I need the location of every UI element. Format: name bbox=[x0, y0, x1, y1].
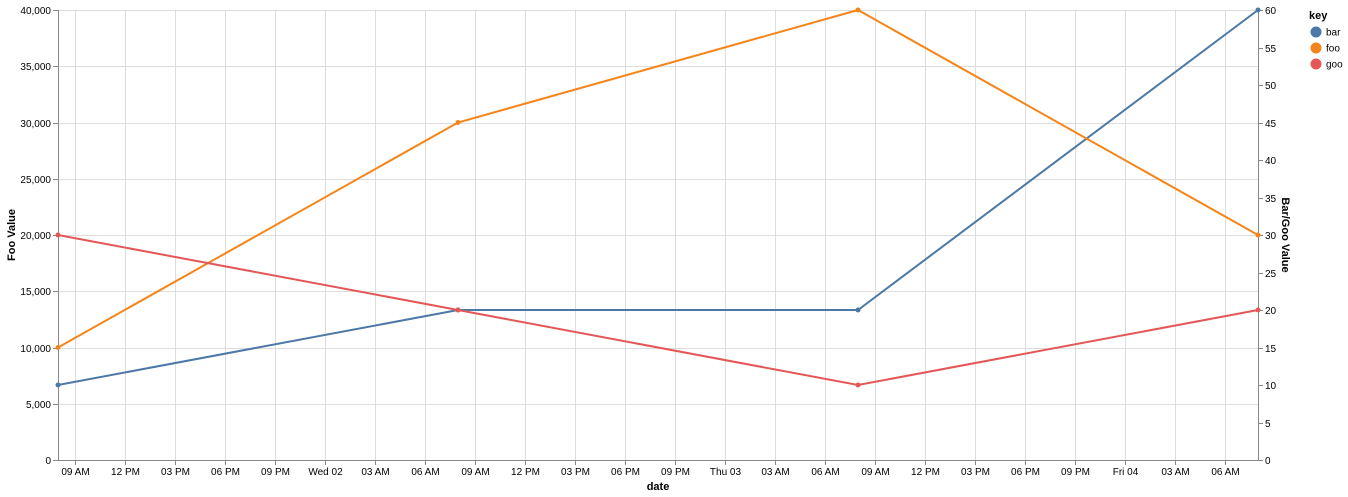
series-line-goo bbox=[57, 234, 1259, 387]
x-tick-label: 06 AM bbox=[1211, 467, 1239, 478]
data-point-foo[interactable] bbox=[455, 120, 461, 125]
left-y-tick-label: 0 bbox=[45, 456, 51, 467]
right-y-tick-label: 45 bbox=[1265, 119, 1277, 130]
left-y-tick-label: 30,000 bbox=[20, 119, 51, 130]
series-goo bbox=[55, 232, 1261, 388]
x-tick-label: Fri 04 bbox=[1113, 467, 1139, 478]
right-y-tick-label: 10 bbox=[1265, 381, 1277, 392]
right-y-tick-label: 55 bbox=[1265, 44, 1277, 55]
data-point-foo[interactable] bbox=[855, 7, 861, 13]
right-y-tick-label: 15 bbox=[1265, 344, 1277, 355]
right-y-tick-label: 50 bbox=[1265, 81, 1277, 92]
data-point-goo[interactable] bbox=[455, 307, 461, 313]
x-tick-label: 09 PM bbox=[261, 467, 290, 478]
x-tick-label: 06 AM bbox=[811, 467, 839, 478]
data-point-bar[interactable] bbox=[1255, 7, 1261, 13]
left-y-tick-label: 35,000 bbox=[20, 62, 51, 73]
data-point-foo[interactable] bbox=[1255, 232, 1261, 238]
left-y-tick-label: 15,000 bbox=[20, 287, 51, 298]
data-point-foo[interactable] bbox=[55, 345, 61, 350]
right-y-tick-label: 0 bbox=[1265, 456, 1271, 467]
x-tick-label: 12 PM bbox=[511, 467, 540, 478]
x-tick-label: 09 AM bbox=[861, 467, 889, 478]
x-tick-label: 06 PM bbox=[211, 467, 240, 478]
x-tick-label: 06 PM bbox=[611, 467, 640, 478]
data-point-goo[interactable] bbox=[855, 382, 861, 388]
legend-label-foo[interactable]: foo bbox=[1326, 44, 1340, 55]
left-y-tick-label: 5,000 bbox=[26, 400, 51, 411]
legend-title: key bbox=[1309, 10, 1328, 22]
left-y-tick-label: 10,000 bbox=[20, 344, 51, 355]
series-foo bbox=[55, 7, 1261, 350]
x-tick-label: Thu 03 bbox=[710, 467, 742, 478]
left-y-axis-title: Foo Value bbox=[6, 209, 18, 261]
legend-symbol-foo[interactable] bbox=[1310, 42, 1322, 54]
left-y-tick-label: 25,000 bbox=[20, 175, 51, 186]
left-y-axis: 0 5,000 10,000 15,000 20,000 25,000 30,000 35,0… bbox=[20, 6, 59, 467]
x-tick-label: 06 AM bbox=[411, 467, 439, 478]
data-point-bar[interactable] bbox=[855, 307, 861, 313]
legend-label-goo[interactable]: goo bbox=[1326, 60, 1343, 71]
right-y-axis-title: Bar/Goo Value bbox=[1279, 197, 1291, 272]
x-tick-label: 06 PM bbox=[1011, 467, 1040, 478]
legend: key bar foo goo bbox=[1309, 10, 1343, 71]
data-point-goo[interactable] bbox=[1255, 307, 1261, 313]
x-tick-label: 03 PM bbox=[161, 467, 190, 478]
x-axis-title: date bbox=[647, 481, 670, 493]
x-tick-label: 09 PM bbox=[661, 467, 690, 478]
series-line-foo bbox=[57, 8, 1259, 349]
x-tick-label: 09 AM bbox=[461, 467, 489, 478]
x-tick-label: 03 PM bbox=[961, 467, 990, 478]
x-tick-label: Wed 02 bbox=[308, 467, 343, 478]
legend-label-bar[interactable]: bar bbox=[1326, 28, 1341, 39]
x-axis: 09 AM 12 PM 03 PM 06 PM 09 PM Wed 02 03 AM 06 A… bbox=[58, 460, 1258, 478]
right-y-axis: 0 5 10 15 20 25 30 35 40 45 50 55 60 bbox=[1258, 6, 1277, 467]
x-tick-label: 03 PM bbox=[561, 467, 590, 478]
y-gridlines bbox=[58, 10, 1258, 461]
series-layer bbox=[55, 7, 1261, 388]
x-tick-label: 03 AM bbox=[1161, 467, 1189, 478]
series-line-bar bbox=[57, 9, 1259, 386]
x-tick-label: 03 AM bbox=[361, 467, 389, 478]
series-bar bbox=[55, 7, 1261, 388]
right-y-tick-label: 5 bbox=[1265, 419, 1271, 430]
x-tick-label: 12 PM bbox=[911, 467, 940, 478]
data-point-bar[interactable] bbox=[55, 382, 61, 388]
x-tick-label: 09 PM bbox=[1061, 467, 1090, 478]
right-y-tick-label: 20 bbox=[1265, 306, 1277, 317]
left-y-tick-label: 20,000 bbox=[20, 231, 51, 242]
x-tick-label: 09 AM bbox=[61, 467, 89, 478]
right-y-tick-label: 30 bbox=[1265, 231, 1277, 242]
right-y-tick-label: 60 bbox=[1265, 6, 1277, 17]
left-y-tick-label: 40,000 bbox=[20, 6, 51, 17]
right-y-tick-label: 35 bbox=[1265, 194, 1277, 205]
right-y-tick-label: 25 bbox=[1265, 269, 1277, 280]
legend-symbol-goo[interactable] bbox=[1310, 58, 1322, 70]
x-tick-label: 03 AM bbox=[761, 467, 789, 478]
legend-symbol-bar[interactable] bbox=[1310, 26, 1322, 38]
data-point-goo[interactable] bbox=[55, 232, 61, 238]
right-y-tick-label: 40 bbox=[1265, 156, 1277, 167]
x-tick-label: 12 PM bbox=[111, 467, 140, 478]
